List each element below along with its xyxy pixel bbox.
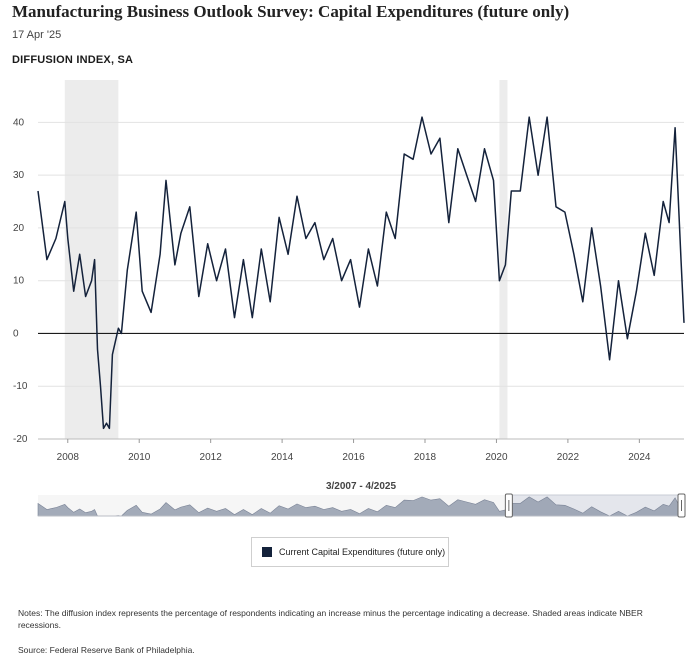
line-chart[interactable]: -20 -10 0 10 20 30 40 2008 2010 2012 2014 2016 2018…	[0, 0, 700, 600]
y-tick-label: 40	[13, 117, 25, 128]
y-tick-label: -10	[13, 381, 28, 392]
chart-title: Manufacturing Business Outlook Survey: C…	[12, 2, 570, 21]
x-axis: 2008 2010 2012 2014 2016 2018 2020 2022 2024	[38, 438, 684, 463]
navigator-range-label: 3/2007 - 4/2025	[326, 481, 396, 492]
legend-label: Current Capital Expenditures (future onl…	[279, 547, 446, 557]
navigator-handle-left[interactable]	[504, 493, 513, 518]
x-tick-label: 2022	[557, 452, 580, 463]
x-tick-label: 2016	[342, 452, 365, 463]
x-tick-label: 2014	[271, 452, 294, 463]
gridlines	[38, 121, 684, 440]
release-date: 17 Apr '25	[12, 29, 62, 41]
legend-swatch	[262, 547, 272, 557]
units-label: DIFFUSION INDEX, SA	[12, 54, 134, 66]
x-tick-label: 2024	[628, 452, 651, 463]
y-tick-label: -20	[13, 434, 28, 445]
navigator-handle-right[interactable]	[677, 493, 686, 518]
y-tick-label: 10	[13, 276, 25, 287]
legend[interactable]: Current Capital Expenditures (future onl…	[251, 537, 449, 567]
notes-text: Notes: The diffusion index represents th…	[18, 608, 643, 630]
recession-band-1	[499, 80, 508, 439]
y-axis: -20 -10 0 10 20 30 40	[13, 117, 28, 445]
recession-band-0	[64, 80, 119, 439]
y-tick-label: 0	[13, 328, 19, 339]
x-tick-label: 2020	[485, 452, 508, 463]
y-tick-label: 20	[13, 223, 25, 234]
series-line[interactable]	[37, 116, 685, 430]
source-text: Source: Federal Reserve Bank of Philadel…	[18, 645, 195, 655]
range-navigator[interactable]: 3/2007 - 4/2025	[37, 481, 686, 518]
x-tick-label: 2010	[128, 452, 151, 463]
x-tick-label: 2012	[200, 452, 223, 463]
x-tick-label: 2008	[57, 452, 80, 463]
recession-bands	[64, 80, 508, 439]
y-tick-label: 30	[13, 170, 25, 181]
x-tick-label: 2018	[414, 452, 437, 463]
